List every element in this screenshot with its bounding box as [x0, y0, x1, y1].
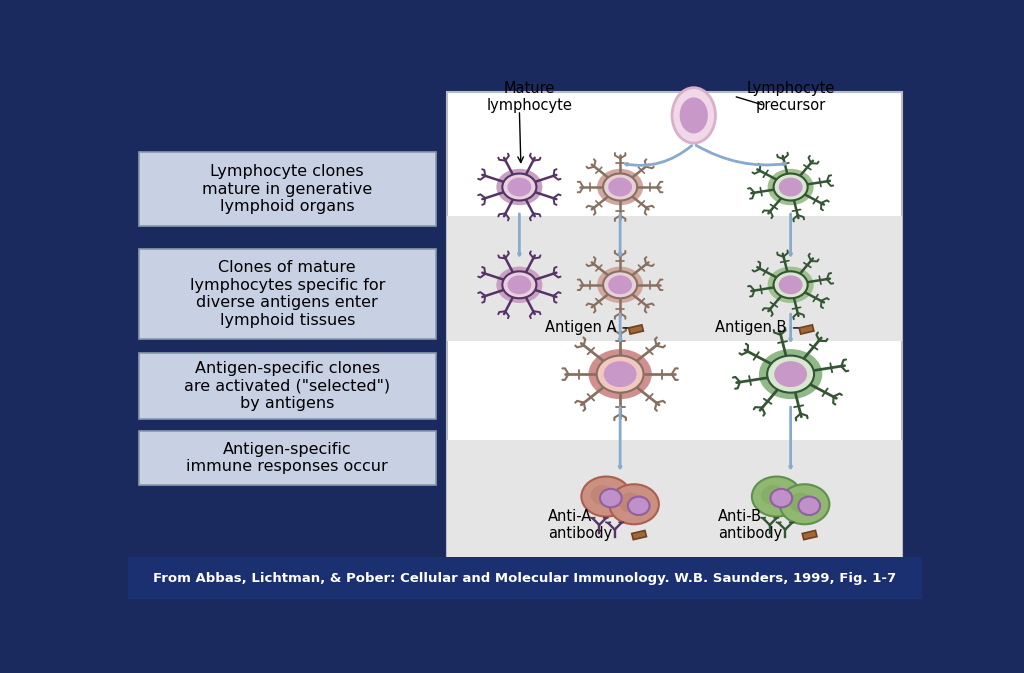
Ellipse shape — [597, 169, 643, 205]
Text: Antigen B: Antigen B — [716, 320, 786, 335]
Ellipse shape — [503, 174, 537, 201]
Bar — [447, 440, 902, 557]
FancyBboxPatch shape — [139, 250, 435, 339]
Ellipse shape — [778, 275, 803, 294]
Ellipse shape — [768, 267, 814, 303]
Text: Antigen A: Antigen A — [545, 320, 616, 335]
Ellipse shape — [767, 355, 814, 392]
Ellipse shape — [799, 497, 820, 515]
Ellipse shape — [608, 275, 632, 294]
Ellipse shape — [778, 178, 803, 197]
Bar — [128, 557, 922, 599]
Text: Antigen-specific
immune responses occur: Antigen-specific immune responses occur — [186, 442, 388, 474]
Ellipse shape — [618, 493, 642, 513]
Text: Anti-B
antibody: Anti-B antibody — [718, 509, 782, 541]
Ellipse shape — [589, 349, 651, 399]
Ellipse shape — [779, 485, 829, 524]
Polygon shape — [632, 530, 646, 540]
Ellipse shape — [597, 355, 643, 392]
Ellipse shape — [752, 476, 802, 517]
Ellipse shape — [597, 267, 643, 303]
Ellipse shape — [773, 174, 808, 201]
Text: Anti-A
antibody: Anti-A antibody — [548, 509, 612, 541]
Ellipse shape — [603, 174, 637, 201]
Text: Clones of mature
lymphocytes specific for
diverse antigens enter
lymphoid tissue: Clones of mature lymphocytes specific fo… — [189, 260, 385, 328]
Text: Lymphocyte clones
mature in generative
lymphoid organs: Lymphocyte clones mature in generative l… — [202, 164, 373, 214]
FancyBboxPatch shape — [139, 353, 435, 419]
Text: Lymphocyte
precursor: Lymphocyte precursor — [746, 81, 835, 113]
Ellipse shape — [761, 485, 784, 505]
Ellipse shape — [680, 98, 708, 133]
Ellipse shape — [759, 349, 822, 399]
Ellipse shape — [628, 497, 649, 515]
Bar — [447, 216, 902, 341]
Ellipse shape — [508, 275, 531, 294]
Ellipse shape — [603, 271, 637, 298]
Ellipse shape — [497, 169, 543, 205]
Text: Antigen-specific clones
are activated ("selected")
by antigens: Antigen-specific clones are activated ("… — [184, 361, 390, 411]
FancyBboxPatch shape — [139, 152, 435, 226]
Ellipse shape — [604, 361, 637, 387]
Ellipse shape — [608, 178, 632, 197]
Ellipse shape — [503, 271, 537, 298]
Ellipse shape — [609, 485, 658, 524]
Ellipse shape — [770, 489, 793, 507]
Text: From Abbas, Lichtman, & Pober: Cellular and Molecular Immunology. W.B. Saunders,: From Abbas, Lichtman, & Pober: Cellular … — [154, 571, 896, 585]
Text: Mature
lymphocyte: Mature lymphocyte — [486, 81, 572, 113]
Ellipse shape — [600, 489, 622, 507]
Ellipse shape — [497, 267, 543, 303]
Ellipse shape — [773, 271, 808, 298]
Polygon shape — [629, 325, 643, 334]
Ellipse shape — [768, 169, 814, 205]
Polygon shape — [799, 325, 814, 334]
Ellipse shape — [582, 476, 631, 517]
Ellipse shape — [508, 178, 531, 197]
FancyBboxPatch shape — [139, 431, 435, 485]
Ellipse shape — [790, 493, 812, 513]
Ellipse shape — [672, 87, 716, 143]
Polygon shape — [802, 530, 817, 540]
Ellipse shape — [774, 361, 807, 387]
Ellipse shape — [591, 485, 614, 505]
Bar — [447, 92, 902, 557]
